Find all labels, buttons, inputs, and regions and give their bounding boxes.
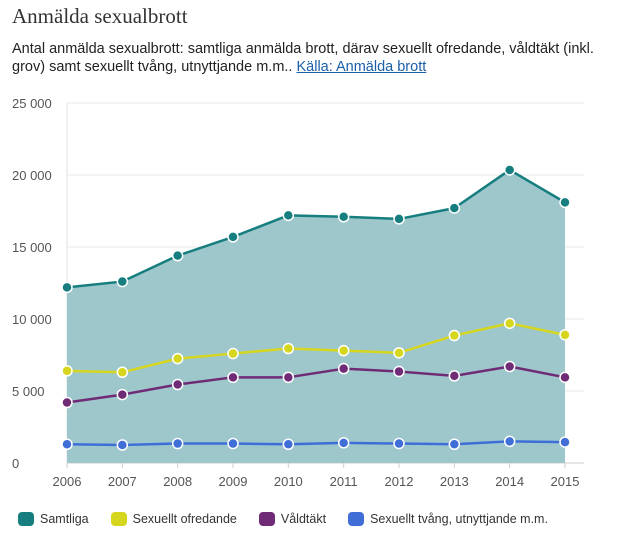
- data-point: [116, 439, 129, 451]
- x-tick-label: 2015: [551, 474, 580, 489]
- data-point: [282, 342, 295, 355]
- source-link[interactable]: Källa: Anmälda brott: [296, 59, 427, 75]
- data-point: [227, 437, 239, 450]
- y-tick-label: 0: [12, 456, 19, 471]
- y-tick-label: 15 000: [12, 240, 52, 255]
- data-point: [116, 275, 129, 288]
- page-title: Anmälda sexualbrott: [12, 4, 188, 28]
- data-point: [61, 281, 73, 294]
- x-tick-label: 2013: [440, 474, 469, 489]
- data-point: [171, 437, 184, 450]
- data-point: [282, 371, 295, 384]
- data-point: [171, 378, 184, 391]
- data-point: [503, 164, 516, 176]
- data-point: [448, 370, 461, 382]
- data-point: [61, 365, 73, 377]
- data-point: [171, 352, 184, 365]
- legend-swatch: [110, 512, 127, 526]
- legend-item[interactable]: Sexuellt ofredande: [110, 512, 237, 526]
- chart-legend: Samtliga Sexuellt ofredande Våldtäkt Sexuel…: [18, 512, 570, 526]
- legend-label: Sexuellt ofredande: [132, 512, 237, 526]
- subtitle-text: Antal anmälda sexualbrott: samtliga anmä…: [12, 41, 594, 75]
- x-tick-label: 2008: [163, 474, 192, 489]
- data-point: [337, 437, 350, 449]
- data-point: [393, 213, 405, 225]
- data-point: [337, 211, 350, 223]
- legend-swatch: [258, 512, 275, 526]
- series-line-3: [66, 440, 566, 447]
- series-line-0: [66, 168, 566, 289]
- y-tick-label: 10 000: [12, 312, 52, 327]
- x-tick-label: 2006: [53, 474, 82, 489]
- legend-swatch: [18, 512, 34, 526]
- legend-label: Samtliga: [40, 512, 89, 526]
- data-point: [559, 329, 571, 341]
- x-tick-label: 2009: [219, 474, 248, 489]
- y-tick-label: 20 000: [12, 168, 52, 183]
- x-tick-label: 2011: [330, 474, 358, 489]
- chart-subtitle: Antal anmälda sexualbrott: samtliga anmä…: [12, 40, 622, 76]
- data-point: [559, 436, 571, 448]
- data-point: [227, 347, 239, 360]
- data-point: [393, 365, 405, 378]
- data-point: [448, 329, 461, 342]
- data-point: [227, 231, 239, 243]
- data-point: [393, 347, 405, 359]
- series-area-0: [67, 169, 565, 463]
- data-point: [227, 371, 239, 384]
- data-point: [337, 362, 350, 375]
- series-line-2: [66, 365, 566, 404]
- y-tick-label: 5 000: [12, 384, 45, 399]
- data-point: [61, 396, 73, 409]
- legend-item[interactable]: Sexuellt tvång, utnyttjande m.m.: [348, 512, 548, 526]
- y-tick-label: 25 000: [12, 96, 52, 111]
- data-point: [503, 317, 516, 330]
- legend-swatch: [348, 512, 365, 526]
- data-point: [503, 360, 516, 373]
- data-point: [559, 371, 571, 384]
- data-point: [448, 202, 461, 214]
- x-tick-label: 2010: [274, 474, 303, 489]
- data-point: [448, 438, 461, 451]
- series-line-1: [66, 322, 566, 374]
- legend-item[interactable]: Våldtäkt: [258, 512, 327, 526]
- data-point: [282, 438, 295, 451]
- x-tick-label: 2014: [495, 474, 524, 489]
- data-point: [171, 249, 184, 262]
- x-tick-label: 2007: [108, 474, 137, 489]
- data-point: [503, 435, 516, 448]
- data-point: [337, 344, 350, 357]
- legend-label: Våldtäkt: [280, 512, 327, 526]
- x-tick-label: 2012: [385, 474, 414, 489]
- data-point: [282, 209, 295, 222]
- data-point: [559, 196, 571, 209]
- legend-item[interactable]: Samtliga: [18, 512, 89, 526]
- data-point: [116, 388, 129, 401]
- legend-label: Sexuellt tvång, utnyttjande m.m.: [370, 512, 548, 526]
- data-point: [61, 438, 73, 451]
- data-point: [116, 366, 129, 379]
- data-point: [393, 437, 405, 450]
